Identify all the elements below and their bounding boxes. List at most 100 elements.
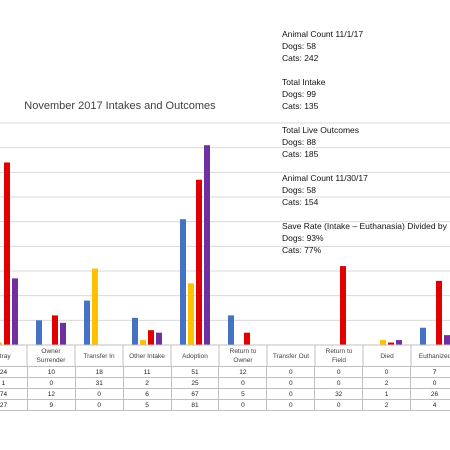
table-cell: 74 [0,388,28,400]
table-row: 24 10 18 11 51 12 0 0 0 7 [0,366,450,378]
bar [60,322,66,345]
table-cell: 5 [122,399,172,411]
stat-cats: Cats: 185 [282,149,319,159]
bar [84,300,90,345]
category-label: Return to [326,348,353,355]
stat-heading: Animal Count 11/30/17 [282,173,368,183]
table-cell: 0 [266,377,316,389]
stat-heading: Total Live Outcomes [282,125,360,135]
table-cell: 1 [362,388,412,400]
table-row: 27 9 0 5 81 0 0 0 2 4 [0,399,450,411]
table-cell: 2 [122,377,172,389]
bar [92,268,98,345]
category-label: Surrender [37,357,67,364]
table-cell: 9 [26,399,76,411]
bar [4,162,10,345]
table-cell: 51 [170,366,220,378]
category-label: Died [380,353,394,360]
stat-heading: Total Intake [282,77,326,87]
table-cell: 4 [410,399,450,411]
bar [340,266,346,345]
table-cell: 0 [218,399,268,411]
table-cell: 11 [122,366,172,378]
category-label: Stray [0,353,11,360]
bar [388,342,394,345]
table-cell: 32 [314,388,364,400]
bar [132,317,138,345]
table-cell: 81 [170,399,220,411]
stat-cats: Cats: 242 [282,53,319,63]
bar [12,278,18,345]
category-label: Return to [230,348,257,355]
table-cell: 0 [314,366,364,378]
table-cell: 6 [122,388,172,400]
bar [396,340,402,345]
bar [188,283,194,345]
bar [228,315,234,345]
total-intake: Total Intake Dogs: 99 Cats: 135 [282,76,450,112]
table-cell: 10 [26,366,76,378]
table-cell: 18 [74,366,124,378]
table-cell: 24 [0,366,28,378]
bar [196,179,202,345]
bar [0,342,2,345]
stat-dogs: Dogs: 88 [282,137,317,147]
table-cell: 0 [74,388,124,400]
table-cell: 0 [314,399,364,411]
table-cell: 0 [26,377,76,389]
stat-heading: Animal Count 11/1/17 [282,29,364,39]
bar [204,145,210,345]
bar [180,219,186,345]
stat-dogs: Dogs: 58 [282,185,317,195]
chart-title: November 2017 Intakes and Outcomes [24,100,216,112]
bar [140,340,146,345]
category-label: Transfer In [83,353,115,360]
stat-dogs: Dogs: 93% [282,233,324,243]
table-cell: 0 [266,399,316,411]
bar [36,320,42,345]
stat-heading: Save Rate (Intake – Euthanasia) Divided … [282,221,447,231]
data-table: 24 10 18 11 51 12 0 0 0 7 1 0 31 2 25 0 0 0 2 0 74 12 0 6 67 5 0 32… [0,366,450,411]
table-cell: 2 [362,399,412,411]
table-cell: 0 [266,366,316,378]
animal-count-end: Animal Count 11/30/17 Dogs: 58 Cats: 154 [282,172,450,208]
category-label: Field [332,357,346,364]
table-cell: 0 [410,377,450,389]
bar [244,332,250,345]
table-cell: 0 [266,388,316,400]
category-label: Euthanized [419,353,450,360]
table-cell: 7 [410,366,450,378]
total-live-outcomes: Total Live Outcomes Dogs: 88 Cats: 185 [282,124,450,160]
stat-cats: Cats: 77% [282,245,322,255]
bar [420,327,426,345]
table-cell: 0 [218,377,268,389]
stat-cats: Cats: 154 [282,197,319,207]
category-label: Transfer Out [273,353,309,360]
table-cell: 2 [362,377,412,389]
stat-dogs: Dogs: 58 [282,41,317,51]
category-label: Adoption [182,353,208,360]
stat-cats: Cats: 135 [282,101,319,111]
table-cell: 31 [74,377,124,389]
save-rate: Save Rate (Intake – Euthanasia) Divided … [282,220,450,256]
bar [156,332,162,345]
stat-dogs: Dogs: 99 [282,89,317,99]
table-cell: 26 [410,388,450,400]
category-label: Owner [233,357,253,364]
table-cell: 0 [314,377,364,389]
bar [380,340,386,345]
table-row: 1 0 31 2 25 0 0 0 2 0 [0,377,450,389]
bar [436,280,442,345]
animal-count-start: Animal Count 11/1/17 Dogs: 58 Cats: 242 [282,28,450,64]
category-label: Other Intake [129,353,165,360]
table-cell: 27 [0,399,28,411]
table-row: 74 12 0 6 67 5 0 32 1 26 [0,388,450,400]
table-cell: 25 [170,377,220,389]
table-cell: 12 [218,366,268,378]
bar [444,335,450,345]
bar [52,315,58,345]
table-cell: 12 [26,388,76,400]
category-label: Owner [41,348,61,355]
bar [148,330,154,345]
